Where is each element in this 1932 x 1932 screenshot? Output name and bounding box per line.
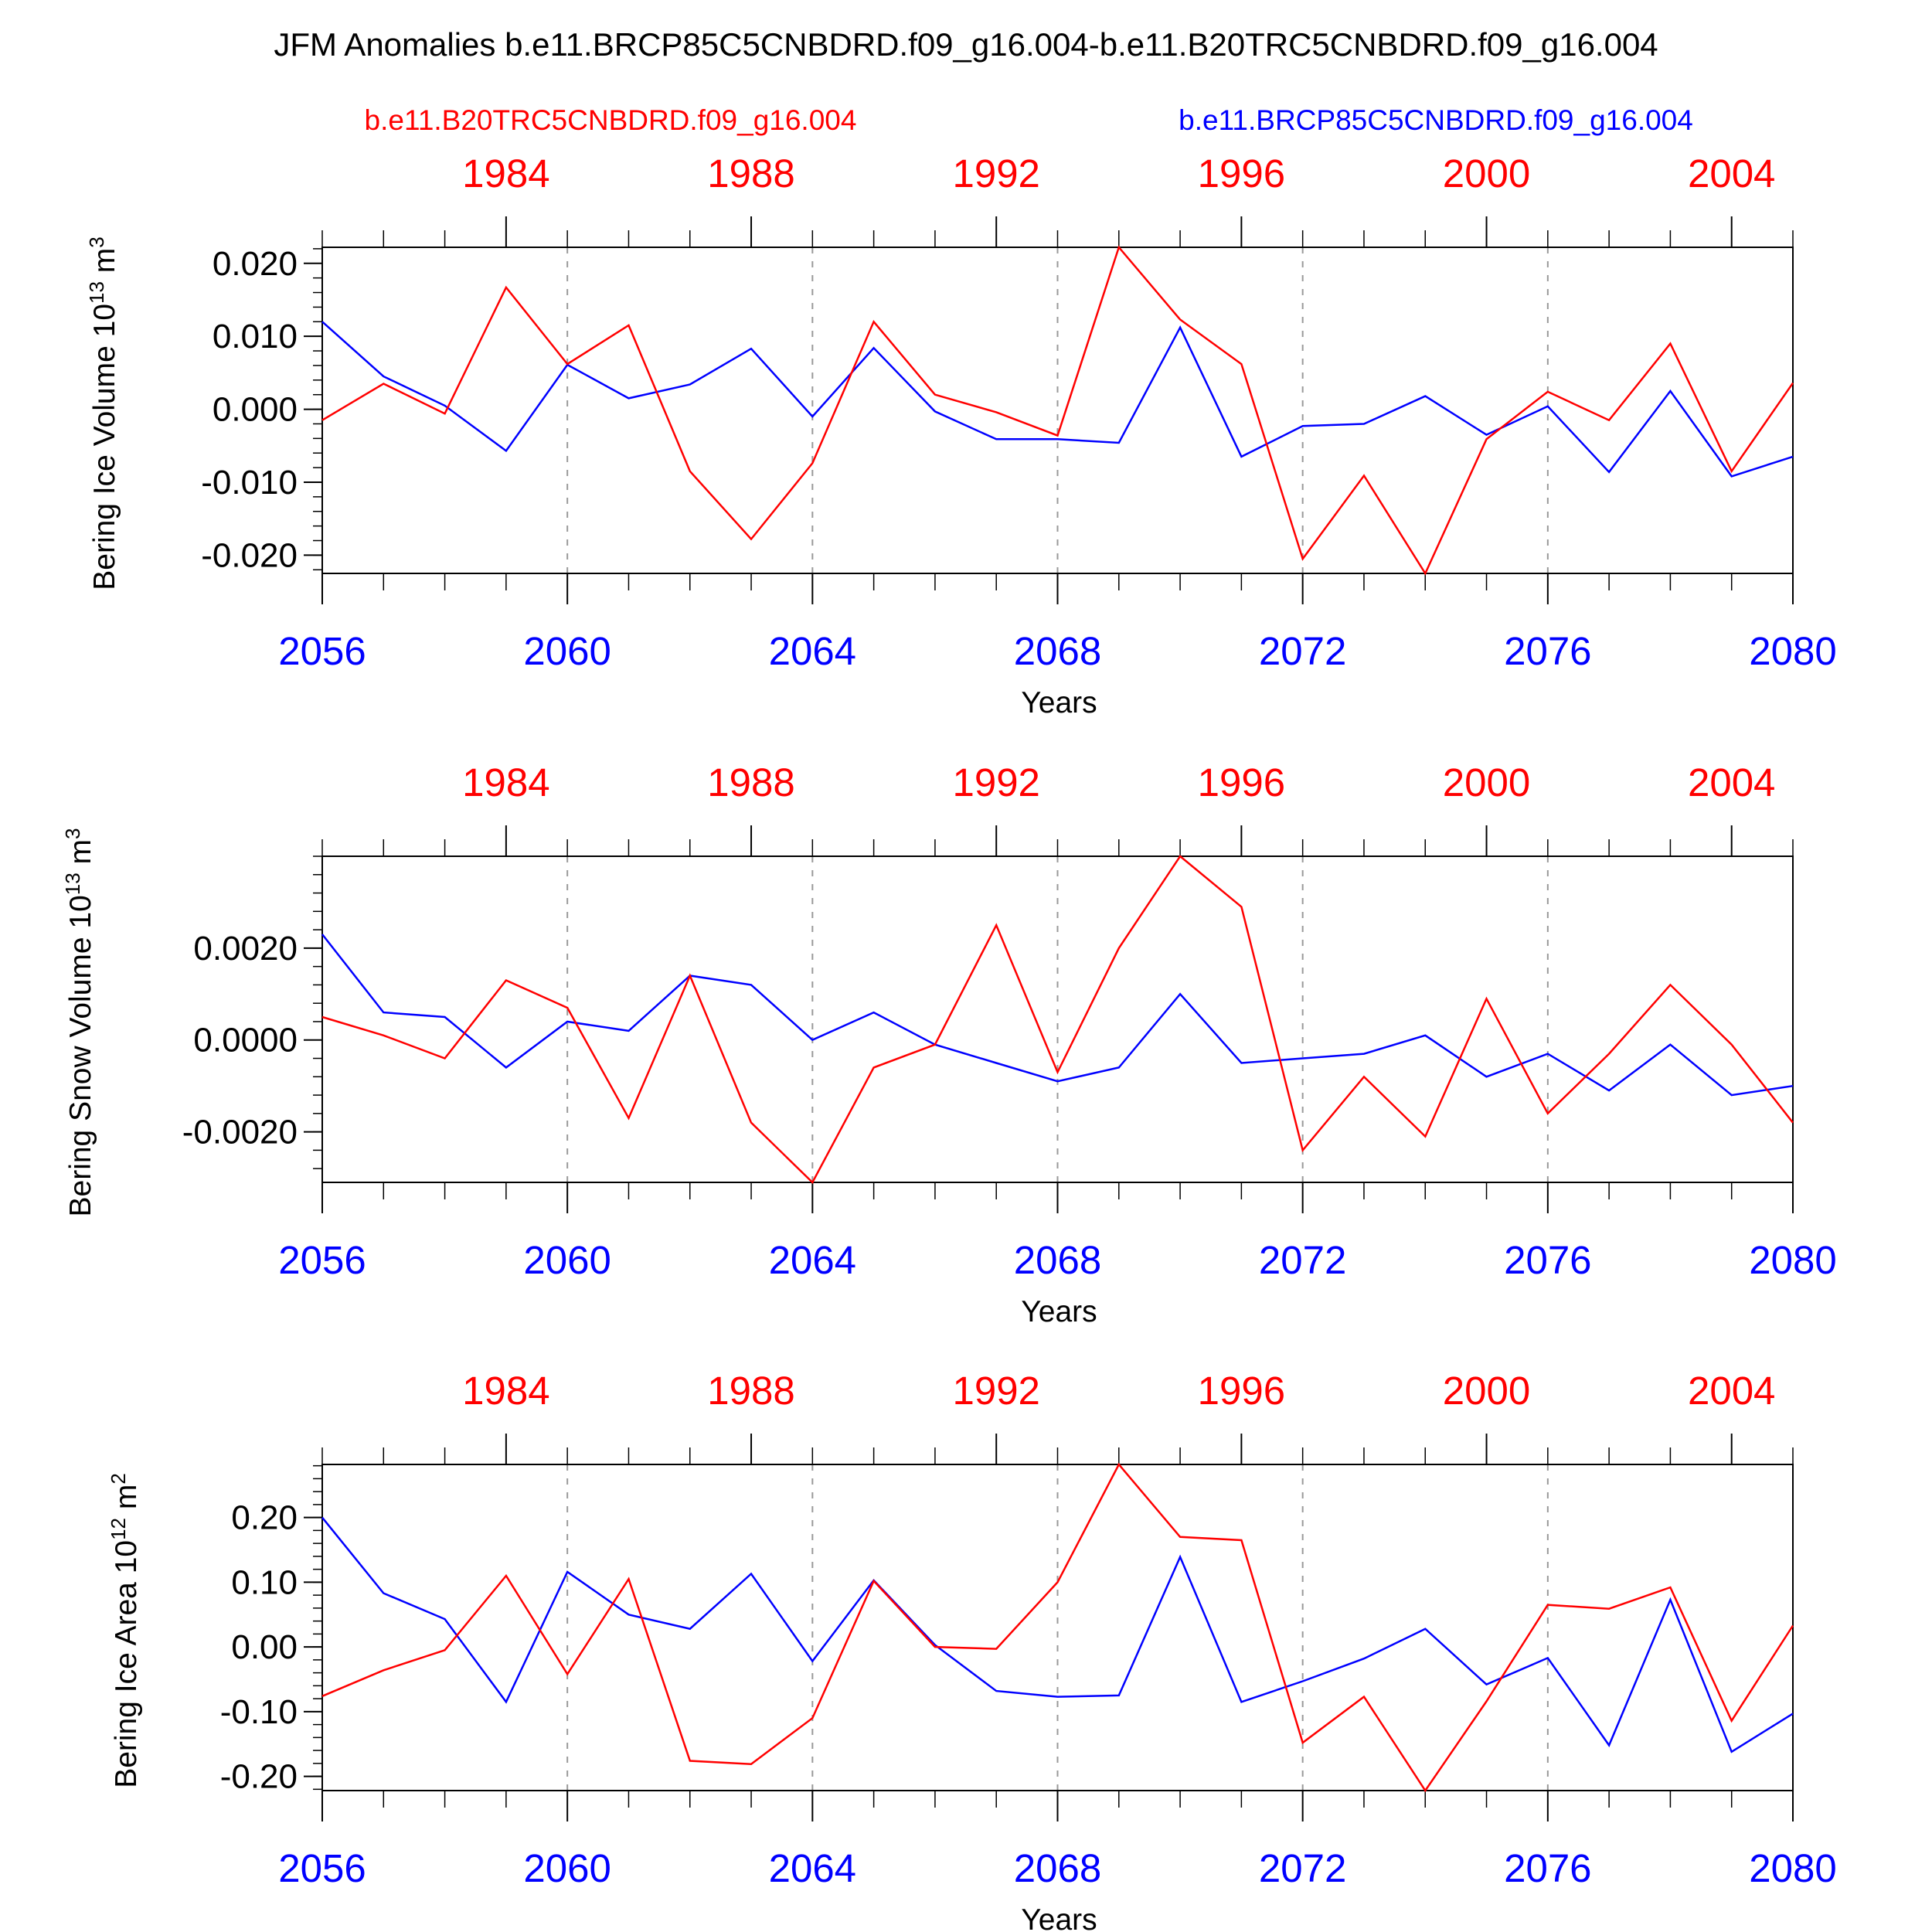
figure-title: JFM Anomalies b.e11.BRCP85C5CNBDRD.f09_g… (274, 26, 1658, 63)
x-bottom-tick-label: 2080 (1749, 1846, 1836, 1890)
series-line-red (321, 1462, 1794, 1793)
x-bottom-tick-label: 2060 (523, 629, 611, 673)
x-bottom-tick-label: 2072 (1259, 1846, 1346, 1890)
series-line-red (321, 245, 1794, 576)
x-top-tick-label: 1992 (952, 760, 1039, 804)
y-tick-label: 0.010 (213, 318, 298, 355)
x-bottom-tick-label: 2056 (278, 1846, 366, 1890)
x-bottom-tick-label: 2064 (769, 1846, 856, 1890)
x-bottom-tick-label: 2068 (1014, 629, 1101, 673)
x-bottom-tick-label: 2076 (1504, 629, 1591, 673)
y-tick-label: 0.10 (231, 1563, 298, 1601)
y-tick-label: 0.0020 (193, 930, 298, 968)
y-axis-label: Bering Ice Volume 1013 m3 (85, 236, 121, 590)
y-tick-label: 0.000 (213, 391, 298, 429)
plot-frame (321, 247, 1794, 574)
x-bottom-tick-label: 2060 (523, 1846, 611, 1890)
x-top-tick-label: 1996 (1198, 1369, 1285, 1413)
y-label-text: Bering Snow Volume 10 (64, 895, 97, 1216)
x-top-tick-label: 1992 (952, 151, 1039, 196)
x-bottom-tick-label: 2080 (1749, 1238, 1836, 1282)
x-top-tick-label: 1984 (462, 1369, 549, 1413)
x-bottom-tick-label: 2068 (1014, 1846, 1101, 1890)
y-axis-label: Bering Snow Volume 1013 m3 (61, 828, 97, 1217)
chart-panels: 0.020 0.010 0.000 -0.010 -0.020 2056 2060 2064 2… (61, 151, 1837, 1932)
y-tick-label: -0.0020 (182, 1114, 298, 1151)
y-label-superscript: 13 (61, 872, 84, 895)
series-line-blue (321, 934, 1794, 1097)
x-top-tick-label: 2004 (1688, 1369, 1775, 1413)
x-bottom-tick-label: 2056 (278, 1238, 366, 1282)
x-top-tick-label: 1996 (1198, 760, 1285, 804)
y-tick-label: 0.0000 (193, 1022, 298, 1060)
x-bottom-tick-label: 2076 (1504, 1238, 1591, 1282)
x-top-tick-label: 1992 (952, 1369, 1039, 1413)
x-top-tick-label: 2004 (1688, 151, 1775, 196)
x-bottom-tick-label: 2072 (1259, 629, 1346, 673)
x-axis-label: Years (1021, 1903, 1097, 1932)
plot-frame (321, 1464, 1794, 1791)
x-top-tick-label: 1996 (1198, 151, 1285, 196)
y-label-superscript: 12 (107, 1518, 130, 1540)
x-bottom-tick-label: 2076 (1504, 1846, 1591, 1890)
y-tick-label: -0.20 (220, 1758, 298, 1796)
y-label-unit: m (88, 248, 121, 281)
x-top-tick-label: 1988 (707, 760, 794, 804)
x-top-tick-label: 1988 (707, 1369, 794, 1413)
x-bottom-tick-label: 2064 (769, 629, 856, 673)
y-tick-label: -0.010 (201, 464, 298, 502)
y-label-superscript: 13 (85, 281, 108, 304)
y-label-unit: m (110, 1485, 143, 1518)
y-tick-label: 0.00 (231, 1628, 298, 1666)
chart-panel-2: 0.0020 0.0000 -0.0020 2056 2060 2064 2068 2072 2… (61, 760, 1837, 1328)
y-label-text: Bering Ice Volume 10 (88, 304, 121, 590)
series-line-blue (321, 1516, 1794, 1753)
x-top-tick-label: 1984 (462, 760, 549, 804)
legend-red-series: b.e11.B20TRC5CNBDRD.f09_g16.004 (365, 104, 857, 136)
chart-panel-1: 0.020 0.010 0.000 -0.010 -0.020 2056 2060 2064 2… (85, 151, 1837, 719)
y-tick-label: 0.20 (231, 1499, 298, 1537)
plot-frame (321, 855, 1794, 1183)
legend-blue-series: b.e11.BRCP85C5CNBDRD.f09_g16.004 (1179, 104, 1693, 136)
series-line-red (321, 855, 1794, 1185)
chart-panel-3: 0.20 0.10 0.00 -0.10 -0.20 2056 2060 2064 2068 20… (107, 1369, 1837, 1932)
x-axis-label: Years (1021, 1295, 1097, 1328)
y-label-superscript: 3 (85, 236, 108, 247)
x-bottom-tick-label: 2060 (523, 1238, 611, 1282)
x-top-tick-label: 2000 (1443, 760, 1530, 804)
y-tick-label: 0.020 (213, 245, 298, 283)
x-top-tick-label: 2000 (1443, 1369, 1530, 1413)
y-tick-label: -0.020 (201, 536, 298, 574)
x-axis-label: Years (1021, 686, 1097, 719)
y-label-unit: m (64, 839, 97, 872)
y-tick-label: -0.10 (220, 1693, 298, 1731)
x-bottom-tick-label: 2080 (1749, 629, 1836, 673)
y-axis-label: Bering Ice Area 1012 m2 (107, 1473, 143, 1788)
x-top-tick-label: 2000 (1443, 151, 1530, 196)
x-bottom-tick-label: 2072 (1259, 1238, 1346, 1282)
x-top-tick-label: 1988 (707, 151, 794, 196)
x-bottom-tick-label: 2068 (1014, 1238, 1101, 1282)
y-label-superscript: 2 (107, 1473, 130, 1484)
x-top-tick-label: 1984 (462, 151, 549, 196)
y-label-superscript: 3 (61, 828, 84, 839)
x-bottom-tick-label: 2064 (769, 1238, 856, 1282)
x-top-tick-label: 2004 (1688, 760, 1775, 804)
x-bottom-tick-label: 2056 (278, 629, 366, 673)
y-label-text: Bering Ice Area 10 (110, 1540, 143, 1788)
